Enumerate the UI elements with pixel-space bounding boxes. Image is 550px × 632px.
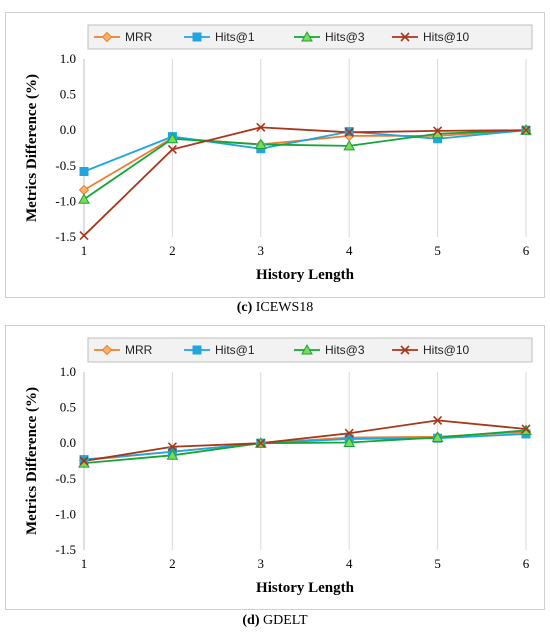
chart-c-ytick-3: -0.5 <box>55 158 76 173</box>
chart-c-point-3-1 <box>167 144 177 154</box>
chart-d-ylabel: Metrics Difference (%) <box>24 387 40 535</box>
chart-d-legend-label-3: Hits@10 <box>423 343 470 357</box>
caption-d-name: GDELT <box>263 613 308 628</box>
chart-c-point-3-2 <box>256 122 266 132</box>
chart-c-point-3-0 <box>79 231 89 241</box>
chart-d-xtick-5: 6 <box>523 556 530 571</box>
chart-d-legend: MRR Hits@1 Hits@3 Hits@10 <box>87 337 533 363</box>
chart-d-ytick-5: -1.5 <box>55 542 76 557</box>
caption-c-label: (c) <box>236 300 253 315</box>
chart-d-series-markers-3 <box>79 415 531 466</box>
chart-d-xtick-4: 5 <box>434 556 441 571</box>
caption-d: (d) GDELT <box>0 613 550 629</box>
chart-c-legend: MRR Hits@1 Hits@3 Hits@10 <box>87 24 533 50</box>
chart-d-xtick-2: 3 <box>258 556 265 571</box>
chart-c-ytick-0: 1.0 <box>60 51 76 66</box>
chart-c-ytick-4: -1.0 <box>55 193 76 208</box>
chart-d-ytick-2: 0.0 <box>60 435 76 450</box>
chart-d-xtick-1: 2 <box>169 556 176 571</box>
chart-c-xtick-5: 6 <box>523 243 530 258</box>
chart-d-ytick-0: 1.0 <box>60 364 76 379</box>
chart-c-legend-label-1: Hits@1 <box>215 30 255 44</box>
chart-d-series-markers-2 <box>78 424 532 468</box>
chart-c-point-2-1 <box>166 132 179 144</box>
chart-c-xlabel: History Length <box>256 267 355 283</box>
chart-d-legend-marker-2 <box>301 343 313 355</box>
chart-d-point-3-0 <box>79 456 89 466</box>
chart-c-legend-marker-0 <box>101 31 113 43</box>
chart-d-series-markers-0 <box>78 426 532 466</box>
chart-d-point-3-2 <box>256 438 266 448</box>
chart-d-point-3-4 <box>433 415 443 425</box>
chart-c-point-3-5 <box>521 125 531 135</box>
chart-d-point-3-1 <box>167 442 177 452</box>
chart-d-ytick-4: -1.0 <box>55 506 76 521</box>
chart-c-point-2-2 <box>254 138 267 149</box>
chart-d: MRR Hits@1 Hits@3 Hits@10 1 2 3 4 5 6 1.0 0.5 0.0 -0.… <box>24 337 533 596</box>
chart-d-series-line-2 <box>83 429 527 465</box>
chart-c-xtick-1: 2 <box>169 243 176 258</box>
chart-c-ytick-1: 0.5 <box>60 87 76 102</box>
chart-d-legend-label-2: Hits@3 <box>325 343 365 357</box>
chart-d-legend-label-1: Hits@1 <box>215 343 255 357</box>
chart-d-legend-marker-1 <box>192 345 202 355</box>
chart-c-series-markers-3 <box>79 122 531 241</box>
chart-c-ytick-5: -1.5 <box>55 229 76 244</box>
chart-c: MRR Hits@1 Hits@3 Hits@10 1 2 3 4 5 6 1.0 0.5 0.0 -0.… <box>24 24 533 283</box>
chart-c-point-2-3 <box>343 139 356 151</box>
caption-c-name: ICEWS18 <box>255 300 314 315</box>
chart-c-point-0-0 <box>78 184 90 196</box>
chart-c-ylabel: Metrics Difference (%) <box>24 74 40 222</box>
chart-c-legend-label-0: MRR <box>125 30 153 44</box>
chart-c-series-line-3 <box>83 126 527 237</box>
chart-d-ytick-1: 0.5 <box>60 400 76 415</box>
chart-c-point-1-0 <box>79 166 89 176</box>
chart-c-series-line-1 <box>83 129 527 173</box>
chart-d-legend-marker-0 <box>101 344 113 356</box>
chart-c-legend-marker-1 <box>192 32 202 42</box>
chart-d-point-2-4 <box>431 431 444 443</box>
chart-c-point-3-3 <box>344 127 354 137</box>
chart-d-point-3-3 <box>344 428 354 438</box>
chart-c-xtick-0: 1 <box>81 243 88 258</box>
chart-c-point-3-4 <box>433 126 443 136</box>
chart-d-ytick-3: -0.5 <box>55 471 76 486</box>
chart-d-xtick-3: 4 <box>346 556 353 571</box>
chart-c-point-2-0 <box>78 193 90 204</box>
chart-c-xtick-2: 3 <box>258 243 265 258</box>
chart-c-series-line-0 <box>83 129 527 191</box>
chart-c-ytick-2: 0.0 <box>60 122 76 137</box>
chart-d-point-3-5 <box>521 424 531 434</box>
chart-c-series-line-2 <box>83 129 527 201</box>
chart-c-legend-label-3: Hits@10 <box>423 30 470 44</box>
chart-d-xtick-0: 1 <box>81 556 88 571</box>
chart-d-series-line-1 <box>83 433 527 461</box>
chart-c-legend-label-2: Hits@3 <box>325 30 365 44</box>
chart-c-xtick-3: 4 <box>346 243 353 258</box>
chart-panel-d: MRR Hits@1 Hits@3 Hits@10 1 2 3 4 5 6 1.0 0.5 0.0 -0.… <box>5 325 545 610</box>
chart-d-series-line-3 <box>83 419 527 462</box>
caption-d-label: (d) <box>242 613 260 628</box>
chart-c-legend-marker-2 <box>301 30 313 42</box>
chart-d-legend-marker-3 <box>400 345 410 355</box>
chart-d-point-2-3 <box>343 436 356 447</box>
chart-c-xtick-4: 5 <box>434 243 441 258</box>
chart-d-legend-label-0: MRR <box>125 343 153 357</box>
chart-d-point-2-1 <box>166 449 179 460</box>
chart-c-legend-marker-3 <box>400 32 410 42</box>
chart-d-xlabel: History Length <box>256 580 355 596</box>
chart-panel-c: MRR Hits@1 Hits@3 Hits@10 1 2 3 4 5 6 1.0 0.5 0.0 -0.… <box>5 12 545 298</box>
caption-c: (c) ICEWS18 <box>0 300 550 316</box>
